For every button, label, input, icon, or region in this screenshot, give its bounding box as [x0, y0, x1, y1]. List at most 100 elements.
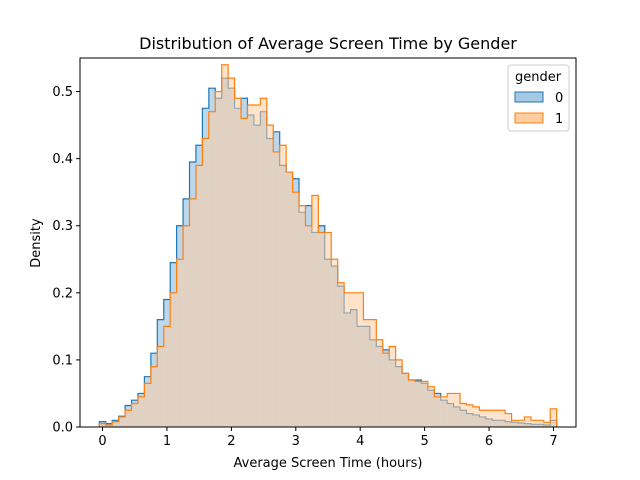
bar-series-1-12	[176, 259, 184, 427]
bar-series-1-15	[195, 165, 203, 427]
bar-series-1-35	[324, 232, 332, 427]
bar-series-1-5	[131, 403, 138, 427]
bar-series-1-69	[543, 422, 551, 427]
bar-series-1-47	[402, 373, 409, 427]
bar-series-1-0	[99, 423, 106, 427]
bar-series-1-3	[118, 416, 126, 427]
y-tick-label: 0.0	[52, 421, 73, 436]
bar-series-1-8	[150, 366, 158, 427]
bar-series-1-23	[247, 104, 254, 428]
bar-series-1-39	[350, 292, 357, 427]
legend-swatch-0	[514, 91, 544, 103]
bar-series-1-27	[273, 151, 280, 427]
bar-series-1-16	[202, 138, 209, 427]
bar-series-1-10	[163, 326, 171, 427]
bar-series-1-29	[286, 172, 293, 427]
bar-series-1-68	[537, 420, 544, 427]
bar-series-1-2	[112, 421, 119, 427]
bar-series-1-64	[511, 420, 519, 427]
bar-series-1-65	[518, 420, 525, 427]
bar-series-1-49	[414, 381, 422, 427]
bar-series-1-42	[369, 319, 377, 427]
bar-series-1-13	[183, 225, 190, 427]
legend-swatch-1	[514, 112, 544, 124]
x-tick-label: 1	[163, 434, 171, 449]
bar-series-1-7	[144, 383, 151, 427]
legend-label-1: 1	[555, 112, 563, 127]
bar-series-1-55	[453, 393, 461, 427]
bar-series-1-53	[440, 396, 448, 427]
y-tick-label: 0.2	[52, 286, 73, 301]
x-tick-label: 6	[485, 434, 493, 449]
x-axis-label: Average Screen Time (hours)	[234, 456, 423, 471]
bar-series-1-22	[241, 118, 248, 427]
bar-series-1-45	[389, 346, 396, 427]
bar-series-1-37	[337, 282, 345, 427]
bar-series-1-14	[189, 198, 196, 427]
bar-series-1-4	[125, 410, 132, 427]
bar-series-1-54	[447, 393, 454, 427]
x-tick-label: 0	[98, 434, 106, 449]
legend-title: gender	[515, 70, 562, 85]
bar-series-1-11	[170, 292, 177, 427]
bar-series-1-43	[376, 339, 383, 427]
x-axis-ticks: 0 1 2 3 4 5 6 7	[98, 427, 558, 449]
bar-series-1-34	[318, 232, 325, 427]
bar-series-1-30	[292, 192, 300, 427]
bar-series-1-56	[460, 403, 467, 427]
bar-series-1-48	[408, 380, 415, 427]
bar-series-1-24	[253, 104, 261, 428]
bar-series-1-18	[215, 91, 222, 427]
x-tick-label: 2	[227, 434, 235, 449]
bar-series-1-60	[485, 410, 493, 427]
bar-series-1-58	[472, 406, 480, 427]
bar-series-1-62	[498, 410, 506, 427]
y-tick-label: 0.1	[52, 353, 73, 368]
bar-series-1-6	[137, 396, 145, 427]
y-tick-label: 0.3	[52, 219, 73, 234]
legend-label-0: 0	[555, 91, 563, 106]
chart-title: Distribution of Average Screen Time by G…	[139, 34, 517, 53]
bar-series-1-41	[363, 319, 370, 427]
bar-series-1-67	[530, 420, 538, 427]
bar-series-1-70	[550, 408, 557, 427]
series-1-bars	[98, 64, 558, 428]
bar-series-1-52	[434, 396, 441, 427]
bar-series-1-25	[260, 98, 267, 427]
bar-series-1-21	[234, 98, 242, 427]
y-tick-label: 0.4	[52, 152, 73, 167]
y-tick-label: 0.5	[52, 85, 73, 100]
bar-series-1-46	[395, 359, 403, 427]
bar-series-1-19	[221, 64, 229, 427]
bar-series-1-28	[279, 145, 287, 427]
x-tick-label: 3	[292, 434, 300, 449]
bar-series-1-51	[427, 386, 435, 427]
bar-series-1-33	[311, 195, 319, 427]
bar-series-1-36	[331, 259, 338, 427]
bar-series-1-9	[157, 346, 164, 427]
x-tick-label: 4	[356, 434, 364, 449]
plot-frame	[79, 57, 577, 428]
bar-series-1-32	[305, 225, 312, 427]
bar-series-1-50	[421, 381, 428, 427]
bar-series-1-57	[466, 404, 473, 427]
bar-series-1-44	[382, 353, 390, 427]
y-axis-label: Density	[29, 218, 44, 268]
step-outline-series-1	[98, 64, 558, 427]
bar-series-1-20	[228, 78, 235, 428]
x-tick-label: 5	[420, 434, 428, 449]
bar-series-1-63	[505, 413, 512, 427]
y-axis-ticks: 0.0 0.1 0.2 0.3 0.4 0.5	[52, 85, 80, 436]
bar-series-1-59	[479, 410, 486, 427]
legend: gender 0 1	[507, 64, 570, 132]
bar-series-1-61	[492, 410, 499, 427]
bar-series-1-66	[524, 416, 531, 427]
bar-series-1-40	[356, 292, 364, 427]
bar-series-1-1	[105, 424, 113, 427]
bar-series-1-26	[266, 125, 274, 427]
bar-series-1-17	[208, 111, 216, 427]
bar-series-1-38	[344, 292, 351, 427]
x-tick-label: 7	[549, 434, 557, 449]
bar-series-1-31	[299, 205, 306, 427]
